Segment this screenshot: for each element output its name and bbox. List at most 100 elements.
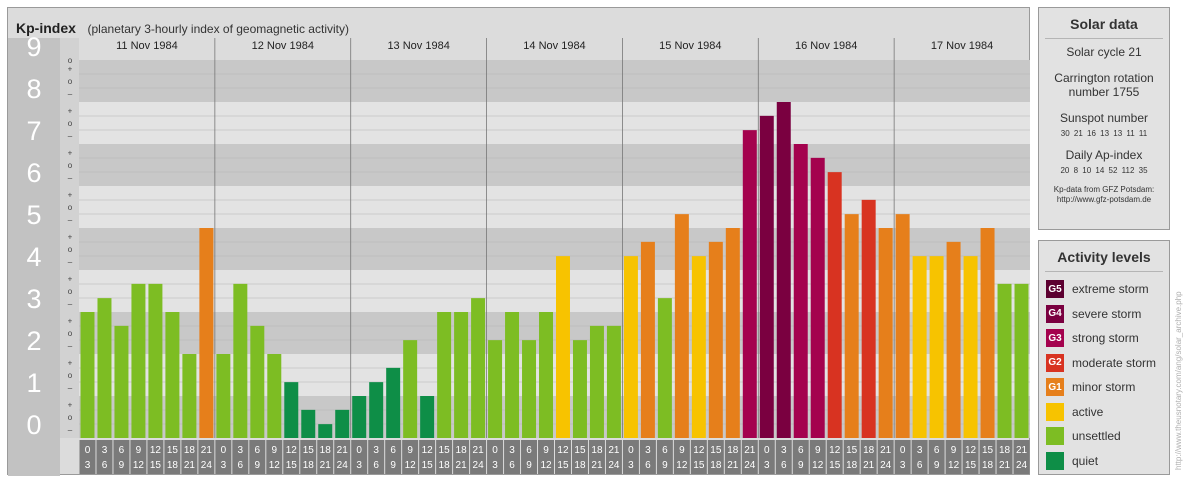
interval-cell [283,440,300,474]
interval-end-label: 12 [269,460,281,471]
y-minor-label: o [68,413,73,422]
y-minor-label: – [68,300,73,309]
carrington-line-2: number 1755 [1068,85,1140,99]
interval-end-label: 18 [167,460,179,471]
interval-cell [215,440,232,474]
level-swatch: G3 [1046,329,1064,348]
y-tick-label: 1 [26,368,41,398]
kp-bar [572,340,587,438]
interval-start-label: 12 [422,445,434,456]
interval-cell [164,440,181,474]
interval-cell [1013,440,1030,474]
interval-start-label: 12 [286,445,298,456]
kp-bar [912,256,927,438]
interval-end-label: 3 [492,460,498,471]
interval-cell [402,440,419,474]
y-minor-label: + [68,358,73,367]
interval-cell [877,440,894,474]
activity-level-minor-storm: G1 minor storm [1039,375,1169,400]
interval-cell [690,440,707,474]
activity-level-unsettled: unsettled [1039,424,1169,449]
interval-cell [979,440,996,474]
interval-start-label: 3 [645,445,651,456]
kp-bar [827,172,842,438]
interval-cell [656,440,673,474]
activity-levels-heading: Activity levels [1045,241,1163,272]
interval-start-label: 0 [900,445,906,456]
kp-bar [708,241,723,438]
interval-cell [317,440,334,474]
interval-cell [538,440,554,474]
interval-start-label: 6 [798,445,804,456]
interval-start-label: 18 [727,445,739,456]
kp-band-8 [79,60,1030,102]
kp-bar [505,312,520,438]
y-minor-label: – [68,90,73,99]
y-tick-label: 6 [26,158,41,188]
interval-start-label: 15 [574,445,586,456]
y-minor-label: o [68,245,73,254]
interval-end-label: 3 [356,460,362,471]
interval-cell [470,440,487,474]
kp-bar [97,298,112,438]
kp-bar [640,241,655,438]
kp-bar-chart: 0123456789+o–+o–+o–+o–+o–+o–+o–+o–+o–o11… [8,32,1030,476]
y-tick-label: 7 [26,116,41,146]
level-label: severe storm [1072,306,1142,321]
interval-end-label: 9 [119,460,125,471]
y-minor-label: + [68,400,73,409]
kp-bar [284,382,299,438]
solar-data-heading: Solar data [1045,8,1163,39]
kp-bar [318,424,333,438]
interval-end-label: 18 [710,460,722,471]
kp-bar [420,396,435,438]
solar-data-panel: Solar data Solar cycle 21 Carrington rot… [1038,7,1170,230]
activity-level-active: active [1039,400,1169,425]
interval-start-label: 9 [407,445,413,456]
interval-cell [571,440,588,474]
interval-start-label: 15 [167,445,179,456]
interval-cell [775,440,792,474]
interval-start-label: 9 [679,445,685,456]
interval-start-label: 18 [184,445,196,456]
y-axis-column [8,38,60,476]
source-line-1: Kp-data from GFZ Potsdam: [1053,185,1155,194]
interval-cell [724,440,741,474]
kp-bar [674,214,689,438]
kp-bar [861,199,876,438]
interval-end-label: 6 [645,460,651,471]
kp-bar [606,325,621,438]
level-label: active [1072,404,1104,419]
ap-heading: Daily Ap-index [1065,148,1143,162]
interval-end-label: 15 [422,460,434,471]
ap-values: 20 8 10 14 52 112 35 [1060,166,1148,175]
y-minor-label: o [68,371,73,380]
kp-band-5 [79,186,1030,228]
day-label: 12 Nov 1984 [252,40,314,52]
interval-cell [334,440,351,474]
interval-end-label: 12 [405,460,417,471]
interval-start-label: 6 [390,445,396,456]
y-minor-label: + [68,274,73,283]
interval-cell [436,440,453,474]
interval-start-label: 6 [934,445,940,456]
interval-end-label: 24 [744,460,756,471]
kp-bar [997,283,1012,438]
day-label: 11 Nov 1984 [116,40,178,52]
y-minor-label: + [68,64,73,73]
activity-level-extreme-storm: G5 extreme storm [1039,277,1169,302]
kp-bar [657,298,672,438]
interval-cell [605,440,622,474]
day-label: 15 Nov 1984 [659,40,721,52]
kp-bar [165,312,180,438]
interval-start-label: 12 [150,445,162,456]
interval-cell [894,440,911,474]
y-tick-label: 9 [26,32,41,62]
level-swatch: G4 [1046,304,1064,323]
y-minor-label: + [68,316,73,325]
kp-bar [691,256,706,438]
kp-bar [437,312,452,438]
kp-bar [623,256,638,438]
interval-cell [385,440,402,474]
interval-end-label: 3 [900,460,906,471]
